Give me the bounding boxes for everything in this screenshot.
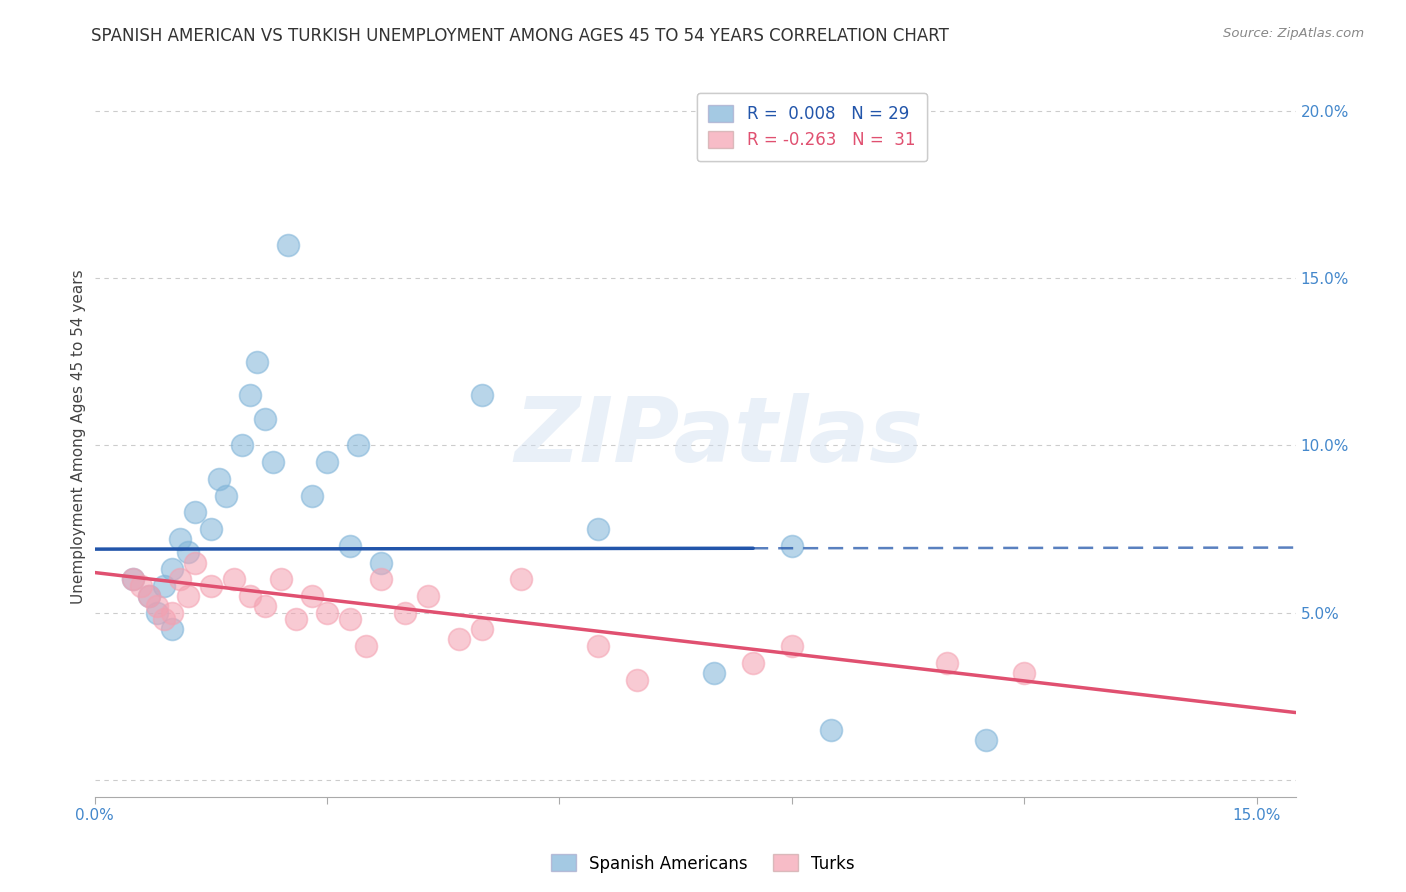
Point [471, 388, 494, 402]
Point [184, 505, 207, 519]
Point [129, 579, 152, 593]
Point [184, 556, 207, 570]
Y-axis label: Unemployment Among Ages 45 to 54 years: Unemployment Among Ages 45 to 54 years [72, 269, 86, 605]
Point [301, 489, 323, 503]
Point [238, 388, 260, 402]
Point [169, 572, 191, 586]
Point [370, 556, 392, 570]
Point [254, 599, 277, 613]
Point [339, 539, 361, 553]
Point [416, 589, 439, 603]
Point [122, 572, 145, 586]
Point [347, 438, 370, 452]
Point [820, 723, 842, 737]
Point [138, 589, 160, 603]
Point [626, 673, 648, 687]
Point [270, 572, 292, 586]
Point [231, 438, 253, 452]
Text: Source: ZipAtlas.com: Source: ZipAtlas.com [1223, 27, 1364, 40]
Point [200, 579, 222, 593]
Point [339, 612, 361, 626]
Point [254, 411, 277, 425]
Point [780, 639, 803, 653]
Point [780, 539, 803, 553]
Point [153, 579, 176, 593]
Point [316, 606, 339, 620]
Legend: Spanish Americans, Turks: Spanish Americans, Turks [544, 847, 862, 880]
Point [394, 606, 416, 620]
Point [246, 355, 269, 369]
Point [703, 665, 725, 680]
Point [145, 606, 167, 620]
Text: ZIPatlas: ZIPatlas [515, 393, 924, 481]
Point [935, 656, 957, 670]
Point [169, 532, 191, 546]
Point [160, 562, 183, 576]
Point [974, 732, 997, 747]
Point [370, 572, 392, 586]
Text: SPANISH AMERICAN VS TURKISH UNEMPLOYMENT AMONG AGES 45 TO 54 YEARS CORRELATION C: SPANISH AMERICAN VS TURKISH UNEMPLOYMENT… [91, 27, 949, 45]
Point [176, 545, 198, 559]
Point [145, 599, 167, 613]
Point [301, 589, 323, 603]
Point [160, 606, 183, 620]
Point [471, 623, 494, 637]
Point [1014, 665, 1036, 680]
Point [285, 612, 308, 626]
Point [316, 455, 339, 469]
Point [586, 522, 609, 536]
Point [354, 639, 377, 653]
Point [207, 472, 229, 486]
Point [200, 522, 222, 536]
Point [222, 572, 245, 586]
Point [138, 589, 160, 603]
Point [262, 455, 284, 469]
Point [742, 656, 765, 670]
Point [586, 639, 609, 653]
Point [160, 623, 183, 637]
Point [238, 589, 260, 603]
Point [153, 612, 176, 626]
Point [215, 489, 238, 503]
Point [447, 632, 470, 647]
Legend: R =  0.008   N = 29, R = -0.263   N =  31: R = 0.008 N = 29, R = -0.263 N = 31 [697, 93, 927, 161]
Point [509, 572, 531, 586]
Point [122, 572, 145, 586]
Point [176, 589, 198, 603]
Point [277, 237, 299, 252]
